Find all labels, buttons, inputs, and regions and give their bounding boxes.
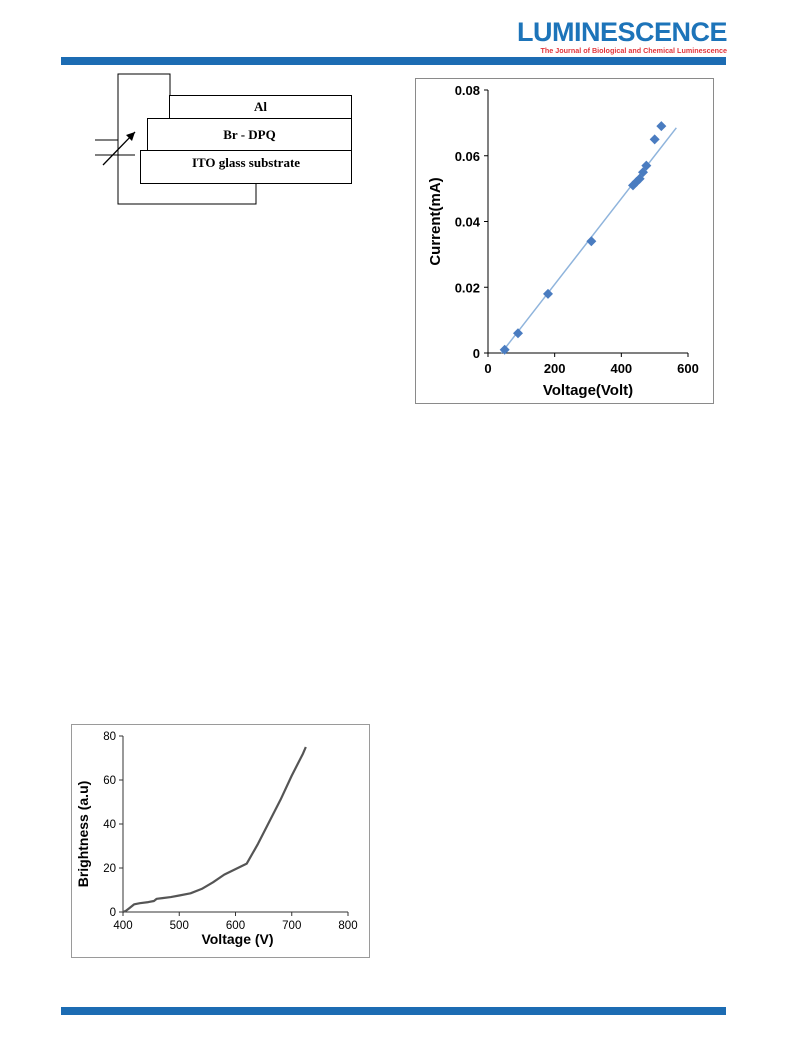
x-tick-label: 500 xyxy=(170,920,189,932)
data-point-marker xyxy=(641,160,652,171)
x-tick-label: 400 xyxy=(610,361,632,376)
x-tick-label: 600 xyxy=(677,361,699,376)
data-point-marker xyxy=(543,288,553,299)
data-point-marker xyxy=(656,121,667,132)
y-tick-label: 60 xyxy=(103,775,116,787)
layer-br-dpq: Br - DPQ xyxy=(147,118,352,151)
x-axis-title: Voltage(Volt) xyxy=(543,382,633,399)
brightness-voltage-chart-panel: 0 20 40 60 80 400 500 600 700 800 Voltage (V) Brigh… xyxy=(71,724,370,958)
x-tick-label: 400 xyxy=(113,920,132,932)
layer-br-dpq-label: Br - DPQ xyxy=(223,127,276,142)
data-point-marker xyxy=(499,344,510,355)
y-tick-label: 20 xyxy=(103,863,116,875)
journal-brand: LUMINESCENCE The Journal of Biological a… xyxy=(516,17,728,55)
x-axis-title: Voltage (V) xyxy=(201,931,273,947)
y-tick-label: 0.02 xyxy=(455,280,480,295)
data-point-marker xyxy=(634,173,645,184)
circuit-wires xyxy=(95,73,257,205)
data-point-marker xyxy=(586,236,597,247)
header-rule xyxy=(61,57,726,65)
data-point-marker xyxy=(513,328,523,339)
layer-al: Al xyxy=(169,95,352,119)
layer-al-label: Al xyxy=(254,99,267,114)
layer-ito-label: ITO glass substrate xyxy=(191,155,301,170)
y-tick-label: 0 xyxy=(473,346,480,361)
data-point-marker xyxy=(628,180,638,191)
y-tick-label: 0.08 xyxy=(455,83,480,98)
brightness-voltage-chart: 0 20 40 60 80 400 500 600 700 800 Voltage (V) Brigh… xyxy=(75,731,358,947)
x-tick-label: 200 xyxy=(544,361,566,376)
y-tick-label: 0.06 xyxy=(455,149,480,164)
layer-ito-substrate: ITO glass substrate xyxy=(140,150,352,184)
y-tick-label: 40 xyxy=(103,819,116,831)
data-point-marker xyxy=(649,134,660,145)
y-axis-title: Current(mA) xyxy=(427,177,444,265)
x-tick-label: 700 xyxy=(282,920,301,932)
brightness-curve xyxy=(122,746,307,914)
footer-rule xyxy=(61,1007,726,1015)
x-tick-label: 0 xyxy=(484,361,491,376)
current-voltage-chart: 0 0.02 0.04 0.06 0.08 0 200 400 600 Voltage(Volt)… xyxy=(427,83,699,399)
y-axis-title: Brightness (a.u) xyxy=(75,781,91,888)
y-tick-label: 80 xyxy=(103,731,116,743)
x-tick-label: 600 xyxy=(226,920,245,932)
x-tick-label: 800 xyxy=(338,920,357,932)
current-voltage-chart-panel: 0 0.02 0.04 0.06 0.08 0 200 400 600 Voltage(Volt)… xyxy=(415,78,714,404)
journal-name: LUMINESCENCE xyxy=(516,17,728,47)
y-tick-label: 0 xyxy=(110,907,116,919)
y-tick-label: 0.04 xyxy=(455,215,481,230)
journal-subtitle: The Journal of Biological and Chemical L… xyxy=(540,46,727,55)
variable-voltage-source-icon xyxy=(102,131,136,166)
